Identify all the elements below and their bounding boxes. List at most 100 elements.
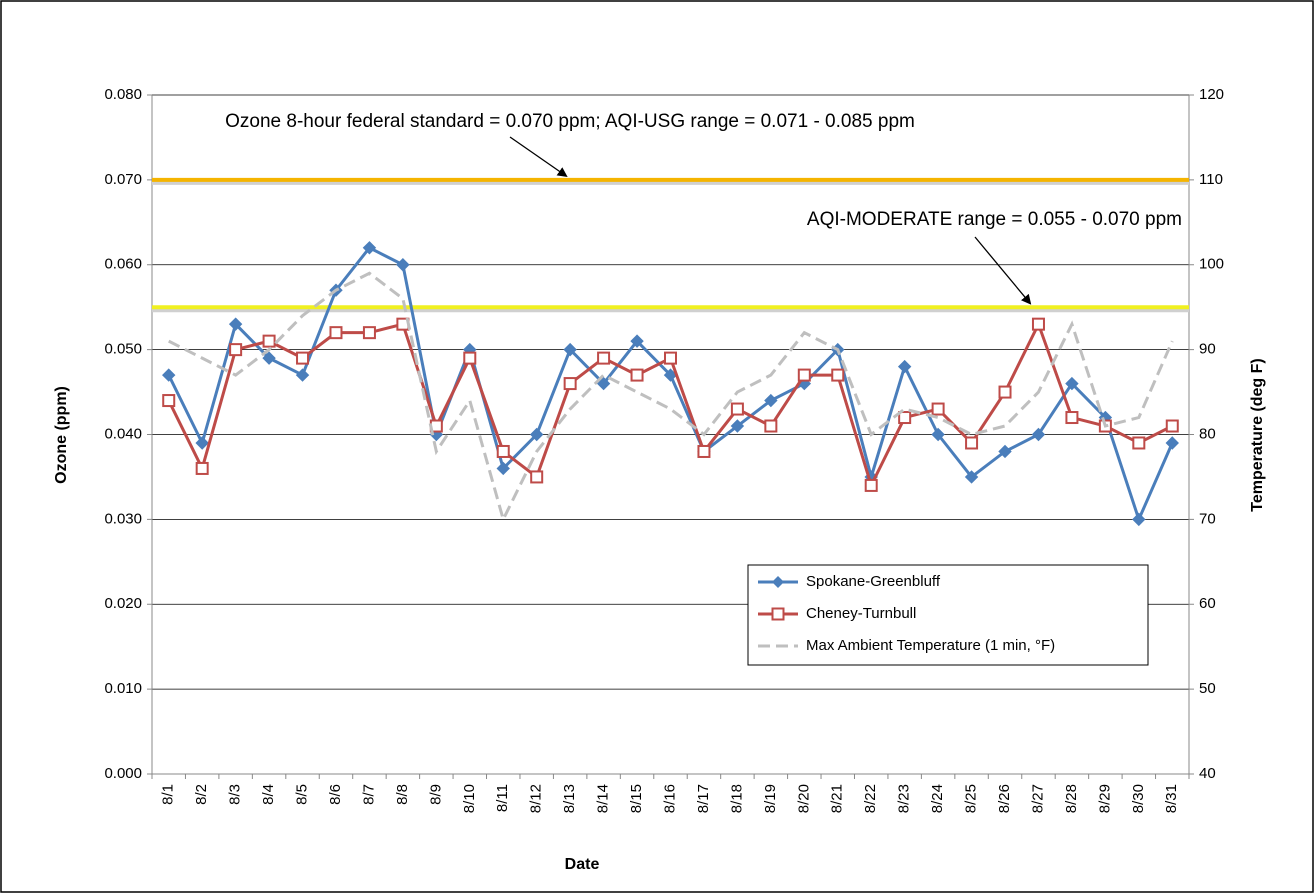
y2-tick-label: 90: [1199, 341, 1216, 358]
data-point: [898, 411, 912, 425]
data-point: [195, 461, 209, 475]
x-tick-label: 8/13: [561, 784, 578, 813]
data-point: [630, 368, 644, 382]
y-tick-label: 0.000: [104, 765, 142, 782]
data-point: [563, 377, 577, 391]
data-point: [295, 368, 310, 382]
annotation-arrow: [509, 136, 568, 178]
series-line: [168, 271, 1174, 524]
x-tick-label: 8/20: [795, 784, 812, 813]
data-point: [931, 402, 945, 416]
x-tick-label: 8/1: [160, 784, 177, 805]
data-point: [1132, 512, 1146, 527]
x-tick-label: 8/18: [728, 784, 745, 813]
data-point: [730, 402, 744, 416]
x-tick-label: 8/14: [595, 784, 612, 813]
legend-box: [747, 564, 1149, 666]
data-point: [396, 258, 410, 272]
data-point: [195, 436, 209, 450]
x-tick-label: 8/11: [494, 784, 511, 812]
data-point: [496, 461, 510, 476]
x-axis-title: Date: [565, 856, 600, 873]
data-point: [1165, 419, 1179, 433]
y-tick-label: 0.010: [104, 680, 142, 697]
data-point: [296, 351, 310, 365]
data-point: [697, 444, 711, 458]
data-point: [162, 368, 176, 382]
data-point: [262, 351, 276, 365]
data-point: [530, 470, 544, 484]
x-tick-label: 8/17: [695, 784, 712, 813]
data-point: [664, 351, 677, 365]
x-tick-label: 8/16: [661, 784, 678, 813]
data-point: [1065, 376, 1079, 391]
data-point: [329, 326, 343, 340]
x-tick-label: 8/19: [762, 784, 779, 813]
y2-tick-label: 120: [1199, 86, 1224, 103]
data-point: [228, 317, 243, 331]
legend-label: Spokane-Greenbluff: [806, 573, 941, 590]
data-point: [964, 470, 979, 484]
data-point: [630, 334, 644, 348]
data-point: [563, 342, 577, 357]
annotation: AQI-MODERATE range = 0.055 - 0.070 ppm: [807, 209, 1182, 230]
x-tick-label: 8/31: [1163, 784, 1180, 813]
y-tick-label: 0.040: [104, 425, 142, 442]
x-tick-label: 8/28: [1063, 784, 1080, 813]
y2-tick-label: 50: [1199, 680, 1216, 697]
data-point: [931, 427, 945, 442]
y2-tick-label: 70: [1199, 510, 1216, 527]
x-tick-label: 8/8: [394, 784, 411, 805]
data-point: [362, 326, 376, 340]
data-point: [797, 368, 811, 382]
data-point: [998, 385, 1012, 399]
y-axis-title: Ozone (ppm): [53, 386, 70, 484]
data-point: [764, 419, 778, 433]
data-point: [998, 444, 1012, 459]
y-tick-label: 0.050: [104, 341, 142, 358]
data-point: [596, 376, 611, 391]
data-point: [897, 359, 912, 374]
x-tick-label: 8/10: [461, 784, 478, 813]
y-tick-label: 0.070: [104, 171, 142, 188]
legend-marker: [771, 607, 785, 621]
data-point: [1031, 317, 1045, 331]
data-point: [362, 241, 377, 255]
y2-tick-label: 80: [1199, 425, 1216, 442]
data-point: [764, 393, 778, 408]
x-tick-label: 8/30: [1130, 784, 1147, 813]
y-tick-label: 0.030: [104, 510, 142, 527]
y2-tick-label: 100: [1199, 256, 1224, 273]
data-point: [496, 444, 510, 458]
x-tick-label: 8/21: [829, 784, 846, 813]
data-point: [1132, 436, 1146, 450]
x-tick-label: 8/24: [929, 784, 946, 813]
x-tick-label: 8/9: [427, 784, 444, 805]
x-tick-label: 8/25: [963, 784, 980, 813]
y-tick-label: 0.020: [104, 595, 142, 612]
x-tick-label: 8/23: [896, 784, 913, 813]
y2-tick-label: 60: [1199, 595, 1216, 612]
x-tick-label: 8/5: [294, 784, 311, 805]
legend-label: Cheney-Turnbull: [806, 605, 916, 622]
annotation: Ozone 8-hour federal standard = 0.070 pp…: [225, 111, 915, 132]
data-point: [730, 419, 745, 433]
x-tick-label: 8/29: [1096, 784, 1113, 813]
legend-marker: [772, 576, 784, 588]
x-tick-label: 8/26: [996, 784, 1013, 813]
y2-tick-label: 110: [1199, 171, 1223, 188]
x-tick-label: 8/22: [862, 784, 879, 813]
data-point: [864, 478, 878, 492]
x-tick-label: 8/6: [327, 784, 344, 805]
data-point: [1031, 427, 1046, 442]
x-tick-label: 8/7: [360, 784, 377, 805]
data-point: [262, 334, 276, 348]
x-tick-label: 8/2: [193, 784, 210, 805]
data-point: [162, 394, 176, 408]
x-tick-label: 8/3: [227, 784, 244, 805]
data-point: [1165, 436, 1179, 450]
data-point: [597, 351, 611, 365]
data-point: [529, 427, 544, 442]
